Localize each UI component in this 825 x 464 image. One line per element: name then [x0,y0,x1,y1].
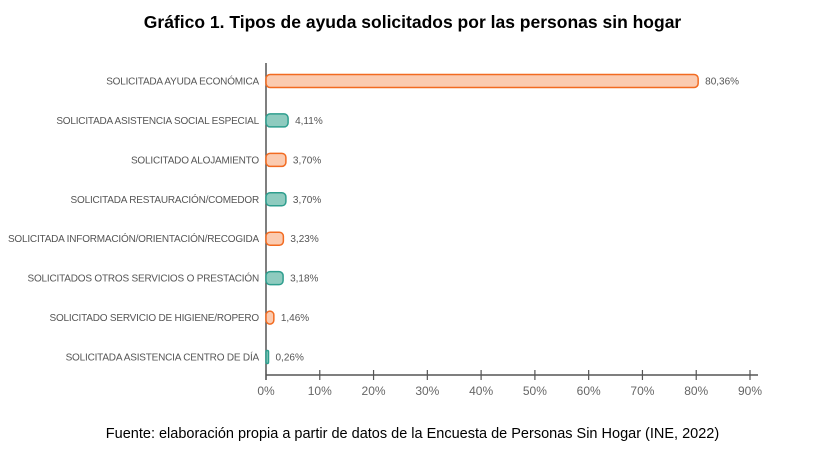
bar [265,73,699,89]
bar [265,231,285,246]
x-tick-label: 20% [362,384,386,398]
chart-title: Gráfico 1. Tipos de ayuda solicitados po… [143,12,682,32]
data-label: 3,18% [290,274,318,285]
x-tick-label: 10% [308,384,332,398]
x-tick-label: 80% [684,384,708,398]
bar [265,192,287,207]
x-tick-label: 40% [469,384,493,398]
x-tick-label: 60% [577,384,601,398]
data-label: 3,23% [290,234,318,245]
bar [265,152,287,168]
category-label: SOLICITADO ALOJAMIENTO [131,155,259,166]
category-label: SOLICITADOS OTROS SERVICIOS O PRESTACIÓN [28,272,260,285]
data-label: 3,70% [293,155,321,166]
bar [265,310,275,325]
x-tick-label: 50% [523,384,547,398]
category-label: SOLICITADA ASISTENCIA SOCIAL ESPECIAL [56,116,259,127]
data-label: 80,36% [705,77,739,88]
category-label: SOLICITADA INFORMACIÓN/ORIENTACIÓN/RECOG… [8,232,260,245]
x-tick-label: 90% [738,384,762,398]
bar [265,349,270,365]
category-label: SOLICITADA RESTAURACIÓN/COMEDOR [71,193,259,206]
x-tick-label: 30% [415,384,439,398]
category-label: SOLICITADA AYUDA ECONÓMICA [106,75,259,88]
category-label: SOLICITADA ASISTENCIA CENTRO DE DÍA [66,351,260,364]
data-label: 1,46% [281,313,309,324]
bar [265,270,284,286]
category-label: SOLICITADO SERVICIO DE HIGIENE/ROPERO [50,313,260,324]
x-tick-label: 0% [257,384,275,398]
data-label: 3,70% [293,195,321,206]
data-label: 0,26% [276,353,304,364]
chart-source: Fuente: elaboración propia a partir de d… [105,426,720,442]
bar [265,113,289,128]
x-tick-label: 70% [630,384,654,398]
data-label: 4,11% [295,116,323,127]
